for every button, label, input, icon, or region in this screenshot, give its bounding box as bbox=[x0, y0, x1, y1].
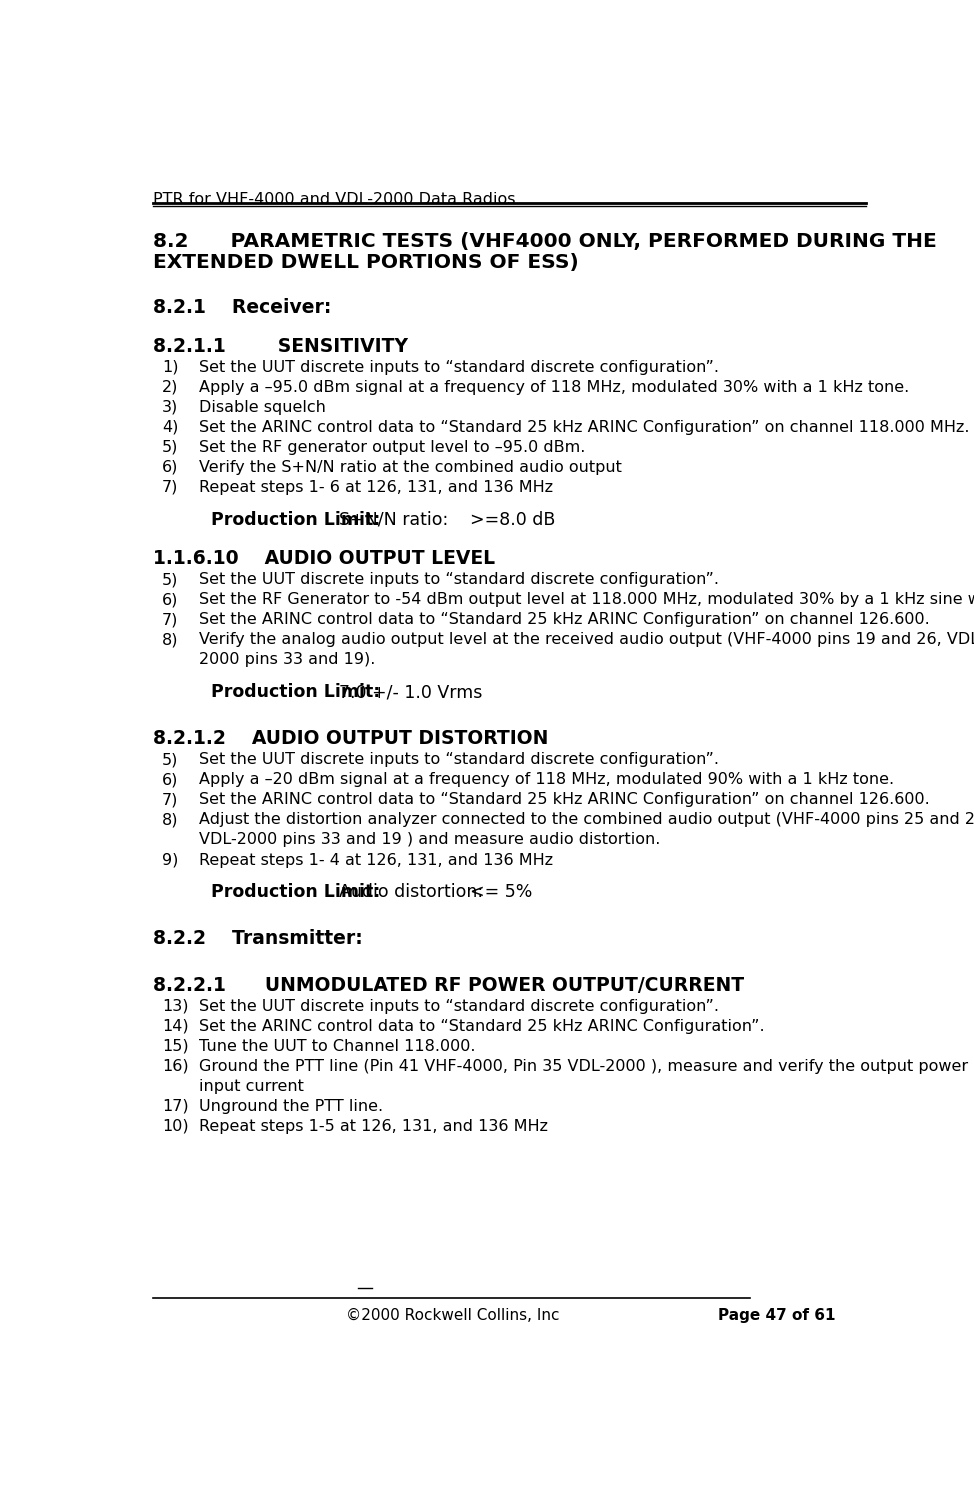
Text: Repeat steps 1- 4 at 126, 131, and 136 MHz: Repeat steps 1- 4 at 126, 131, and 136 M… bbox=[200, 853, 553, 868]
Text: Production Limit:: Production Limit: bbox=[211, 684, 380, 702]
Text: EXTENDED DWELL PORTIONS OF ESS): EXTENDED DWELL PORTIONS OF ESS) bbox=[153, 253, 579, 272]
Text: 9): 9) bbox=[162, 853, 178, 868]
Text: 8): 8) bbox=[162, 633, 178, 648]
Text: 8.2.2    Transmitter:: 8.2.2 Transmitter: bbox=[153, 929, 362, 948]
Text: >=8.0 dB: >=8.0 dB bbox=[470, 510, 556, 528]
Text: 14): 14) bbox=[162, 1019, 189, 1034]
Text: <= 5%: <= 5% bbox=[470, 883, 533, 901]
Text: 8.2      PARAMETRIC TESTS (VHF4000 ONLY, PERFORMED DURING THE: 8.2 PARAMETRIC TESTS (VHF4000 ONLY, PERF… bbox=[153, 232, 936, 251]
Text: 13): 13) bbox=[162, 999, 189, 1014]
Text: Repeat steps 1- 6 at 126, 131, and 136 MHz: Repeat steps 1- 6 at 126, 131, and 136 M… bbox=[200, 480, 553, 495]
Text: Set the RF generator output level to –95.0 dBm.: Set the RF generator output level to –95… bbox=[200, 440, 585, 455]
Text: Set the UUT discrete inputs to “standard discrete configuration”.: Set the UUT discrete inputs to “standard… bbox=[200, 573, 719, 588]
Text: Apply a –20 dBm signal at a frequency of 118 MHz, modulated 90% with a 1 kHz ton: Apply a –20 dBm signal at a frequency of… bbox=[200, 772, 894, 787]
Text: Verify the S+N/N ratio at the combined audio output: Verify the S+N/N ratio at the combined a… bbox=[200, 459, 622, 474]
Text: 7): 7) bbox=[162, 480, 178, 495]
Text: 17): 17) bbox=[162, 1100, 189, 1115]
Text: Set the UUT discrete inputs to “standard discrete configuration”.: Set the UUT discrete inputs to “standard… bbox=[200, 752, 719, 767]
Text: 8): 8) bbox=[162, 812, 178, 827]
Text: Audio distortion:: Audio distortion: bbox=[339, 883, 483, 901]
Text: 1): 1) bbox=[162, 359, 178, 374]
Text: Apply a –95.0 dBm signal at a frequency of 118 MHz, modulated 30% with a 1 kHz t: Apply a –95.0 dBm signal at a frequency … bbox=[200, 380, 910, 395]
Text: Production Limit:: Production Limit: bbox=[211, 883, 380, 901]
Text: Unground the PTT line.: Unground the PTT line. bbox=[200, 1100, 384, 1115]
Text: input current: input current bbox=[200, 1079, 304, 1094]
Text: Set the ARINC control data to “Standard 25 kHz ARINC Configuration” on channel 1: Set the ARINC control data to “Standard … bbox=[200, 612, 930, 627]
Text: Adjust the distortion analyzer connected to the combined audio output (VHF-4000 : Adjust the distortion analyzer connected… bbox=[200, 812, 974, 827]
Text: Disable squelch: Disable squelch bbox=[200, 399, 326, 414]
Text: 8.2.1    Receiver:: 8.2.1 Receiver: bbox=[153, 298, 331, 317]
Text: 3): 3) bbox=[162, 399, 178, 414]
Text: VDL-2000 pins 33 and 19 ) and measure audio distortion.: VDL-2000 pins 33 and 19 ) and measure au… bbox=[200, 832, 660, 847]
Text: Verify the analog audio output level at the received audio output (VHF-4000 pins: Verify the analog audio output level at … bbox=[200, 633, 974, 648]
Text: 5): 5) bbox=[162, 752, 178, 767]
Text: 1.1.6.10    AUDIO OUTPUT LEVEL: 1.1.6.10 AUDIO OUTPUT LEVEL bbox=[153, 549, 495, 568]
Text: Set the RF Generator to -54 dBm output level at 118.000 MHz, modulated 30% by a : Set the RF Generator to -54 dBm output l… bbox=[200, 592, 974, 607]
Text: 7): 7) bbox=[162, 793, 178, 808]
Text: Set the UUT discrete inputs to “standard discrete configuration”.: Set the UUT discrete inputs to “standard… bbox=[200, 999, 719, 1014]
Text: 2000 pins 33 and 19).: 2000 pins 33 and 19). bbox=[200, 652, 376, 667]
Text: 16): 16) bbox=[162, 1059, 189, 1074]
Text: 6): 6) bbox=[162, 772, 178, 787]
Text: Ground the PTT line (Pin 41 VHF-4000, Pin 35 VDL-2000 ), measure and verify the : Ground the PTT line (Pin 41 VHF-4000, Pi… bbox=[200, 1059, 974, 1074]
Text: Set the UUT discrete inputs to “standard discrete configuration”.: Set the UUT discrete inputs to “standard… bbox=[200, 359, 719, 374]
Text: Set the ARINC control data to “Standard 25 kHz ARINC Configuration” on channel 1: Set the ARINC control data to “Standard … bbox=[200, 420, 970, 435]
Text: Repeat steps 1-5 at 126, 131, and 136 MHz: Repeat steps 1-5 at 126, 131, and 136 MH… bbox=[200, 1119, 548, 1134]
Text: Page 47 of 61: Page 47 of 61 bbox=[719, 1309, 836, 1324]
Text: 15): 15) bbox=[162, 1038, 189, 1053]
Text: 5): 5) bbox=[162, 573, 178, 588]
Text: 10): 10) bbox=[162, 1119, 189, 1134]
Text: PTR for VHF-4000 and VDL-2000 Data Radios: PTR for VHF-4000 and VDL-2000 Data Radio… bbox=[153, 191, 515, 206]
Text: ©2000 Rockwell Collins, Inc: ©2000 Rockwell Collins, Inc bbox=[347, 1309, 560, 1324]
Text: Set the ARINC control data to “Standard 25 kHz ARINC Configuration”.: Set the ARINC control data to “Standard … bbox=[200, 1019, 765, 1034]
Text: 6): 6) bbox=[162, 459, 178, 474]
Text: Tune the UUT to Channel 118.000.: Tune the UUT to Channel 118.000. bbox=[200, 1038, 475, 1053]
Text: 5): 5) bbox=[162, 440, 178, 455]
Text: 6): 6) bbox=[162, 592, 178, 607]
Text: 8.2.1.1        SENSITIVITY: 8.2.1.1 SENSITIVITY bbox=[153, 337, 408, 356]
Text: 8.2.1.2    AUDIO OUTPUT DISTORTION: 8.2.1.2 AUDIO OUTPUT DISTORTION bbox=[153, 730, 548, 748]
Text: Set the ARINC control data to “Standard 25 kHz ARINC Configuration” on channel 1: Set the ARINC control data to “Standard … bbox=[200, 793, 930, 808]
Text: Production Limit:: Production Limit: bbox=[211, 510, 380, 528]
Text: 7): 7) bbox=[162, 612, 178, 627]
Text: 8.2.2.1      UNMODULATED RF POWER OUTPUT/CURRENT: 8.2.2.1 UNMODULATED RF POWER OUTPUT/CURR… bbox=[153, 975, 744, 995]
Text: S+N/N ratio:: S+N/N ratio: bbox=[339, 510, 448, 528]
Text: 4): 4) bbox=[162, 420, 178, 435]
Text: 7.0 +/- 1.0 Vrms: 7.0 +/- 1.0 Vrms bbox=[339, 684, 482, 702]
Text: 2): 2) bbox=[162, 380, 178, 395]
